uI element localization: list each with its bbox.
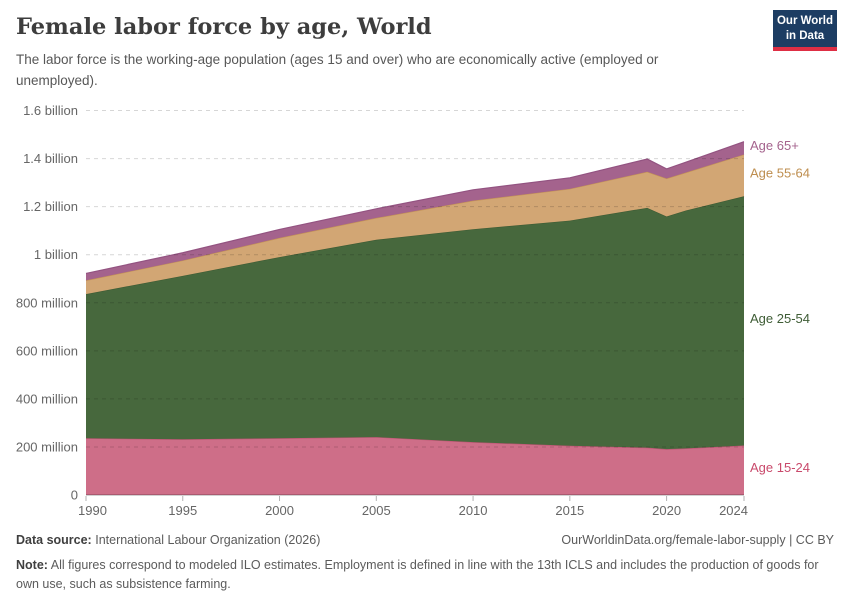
x-tick-label: 2005 (362, 503, 391, 518)
y-tick-label: 0 (71, 488, 78, 503)
y-tick-label: 400 million (16, 391, 78, 406)
series-label-age-25-54: Age 25-54 (750, 311, 810, 326)
y-tick-label: 200 million (16, 439, 78, 454)
footer-separator: | (789, 533, 793, 547)
area-top-line-age-65plus (85, 141, 745, 275)
owid-logo-line2: in Data (785, 30, 825, 43)
area-age-15-24[interactable] (86, 437, 744, 495)
y-tick-label: 1.2 billion (23, 199, 78, 214)
owid-url-link[interactable]: OurWorldinData.org/female-labor-supply (561, 533, 786, 547)
data-source-value: International Labour Organization (2026) (95, 533, 321, 547)
x-tick-label: 2000 (265, 503, 294, 518)
y-tick-label: 600 million (16, 343, 78, 358)
series-label-age-55-64: Age 55-64 (750, 165, 810, 180)
series-label-age-65plus: Age 65+ (750, 138, 799, 153)
x-tick-label: 2015 (555, 503, 584, 518)
area-age-25-54[interactable] (86, 196, 744, 450)
chart-subtitle: The labor force is the working-age popul… (16, 52, 659, 89)
note-text: All figures correspond to modeled ILO es… (16, 558, 819, 591)
y-tick-label: 1.4 billion (23, 151, 78, 166)
x-tick-label: 2020 (652, 503, 681, 518)
y-tick-label: 1 billion (34, 247, 78, 262)
page-title: Female labor force by age, World (16, 14, 432, 40)
footer-note: Note: All figures correspond to modeled … (16, 556, 836, 594)
owid-logo-line1: Our World (776, 15, 833, 27)
series-label-age-15-24: Age 15-24 (750, 460, 810, 475)
x-tick-label: 2024 (719, 503, 748, 518)
note-label: Note: (16, 558, 48, 572)
x-tick-label: 1990 (78, 503, 107, 518)
area-age-65plus[interactable] (86, 141, 744, 281)
y-tick-label: 800 million (16, 295, 78, 310)
data-source: Data source: International Labour Organi… (16, 533, 320, 547)
footer-source-row: Data source: International Labour Organi… (16, 533, 834, 547)
owid-logo[interactable]: Our World in Data (773, 10, 837, 52)
area-age-55-64[interactable] (86, 154, 744, 295)
data-source-label: Data source: (16, 533, 92, 547)
footer-links: OurWorldinData.org/female-labor-supply |… (561, 533, 834, 547)
x-tick-label: 2010 (459, 503, 488, 518)
license-link[interactable]: CC BY (795, 533, 834, 547)
x-tick-label: 1995 (168, 503, 197, 518)
y-tick-label: 1.6 billion (23, 103, 78, 118)
